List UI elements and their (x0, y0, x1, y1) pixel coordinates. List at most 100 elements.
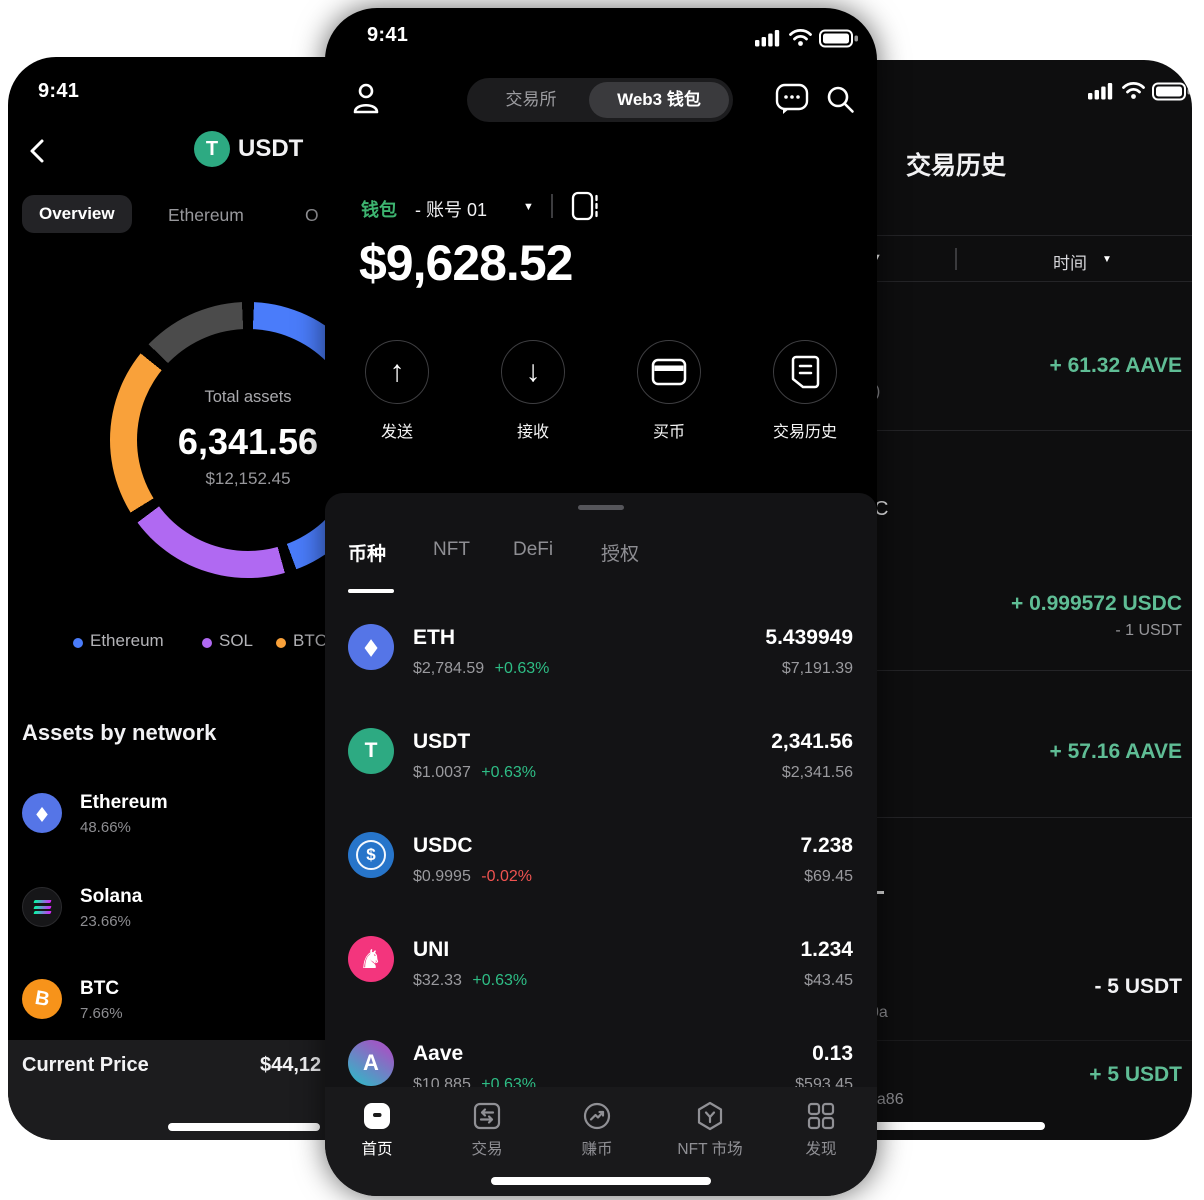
time-filter[interactable]: 时间 (1053, 254, 1087, 273)
chart-center-usd: $12,152.45 (205, 469, 291, 488)
home-indicator[interactable] (168, 1123, 320, 1131)
home-icon (364, 1103, 390, 1129)
segment-exchange[interactable]: 交易所 (505, 90, 557, 109)
tab-coins[interactable]: 币种 (348, 544, 387, 565)
chevron-down-icon[interactable]: ▼ (523, 201, 534, 213)
token-row-aave[interactable]: A Aave $10,885 +0.63% 0.13 $593.45 (325, 1024, 877, 1087)
usdc-icon: $ (348, 832, 394, 878)
token-row-uni[interactable]: ♞ UNI $32.33 +0.63% 1.234 $43.45 (325, 920, 877, 1024)
tab-defi[interactable]: DeFi (513, 539, 554, 560)
network-pct: 7.66% (80, 1005, 123, 1022)
search-button[interactable] (825, 84, 855, 114)
token-row-eth[interactable]: ◆ ETH $2,784.59 +0.63% 5.439949 $7,191.3… (325, 608, 877, 712)
ethereum-network-icon: ◆ (22, 793, 62, 833)
page-title-token: USDT (238, 135, 304, 162)
token-change: +0.63% (494, 660, 550, 677)
network-row-btc[interactable]: B BTC 7.66% (8, 977, 478, 1041)
profile-button[interactable] (351, 82, 381, 116)
tab-overview[interactable]: Overview (22, 195, 132, 233)
nav-label: 首页 (361, 1141, 393, 1158)
nav-label: 发现 (805, 1141, 837, 1158)
network-row-solana[interactable]: Solana 23.66% (8, 885, 478, 949)
btc-b-glyph: B (33, 986, 52, 1011)
grid-icon (807, 1102, 835, 1130)
usdt-icon: T (348, 728, 394, 774)
segmented-control: 交易所 Web3 钱包 (467, 78, 733, 122)
back-chevron-icon (30, 139, 44, 163)
section-title-assets-by-network: Assets by network (22, 720, 217, 745)
chart-center-label: Total assets (204, 388, 292, 406)
token-value: $43.45 (804, 972, 853, 989)
token-price: $10,885 (413, 1076, 471, 1087)
uni-icon: ♞ (348, 936, 394, 982)
arrow-up-icon: ↑ (389, 355, 405, 388)
action-label: 发送 (380, 424, 413, 441)
send-button[interactable]: ↑ 发送 (337, 340, 457, 442)
tx-amount[interactable]: + 57.16 AAVE (1049, 740, 1183, 763)
network-name: BTC (80, 978, 120, 999)
token-row-usdt[interactable]: T USDT $1.0037 +0.63% 2,341.56 $2,341.56 (325, 712, 877, 816)
legend-label-ethereum: Ethereum (90, 631, 164, 650)
network-name: Solana (80, 886, 143, 907)
search-icon (827, 86, 854, 113)
wifi-icon (789, 28, 812, 46)
unicorn-glyph: ♞ (359, 943, 383, 974)
segment-web3-wallet[interactable]: Web3 钱包 (589, 82, 729, 118)
document-icon (791, 355, 820, 389)
arrow-down-icon: ↓ (525, 355, 541, 388)
chat-button[interactable] (775, 82, 809, 116)
receive-button[interactable]: ↓ 接收 (473, 340, 593, 442)
token-value: $69.45 (804, 868, 853, 885)
nav-trade[interactable]: 交易 (432, 1101, 542, 1159)
nav-discover[interactable]: 发现 (766, 1101, 876, 1159)
tether-glyph: T (205, 137, 219, 160)
divider (700, 235, 1192, 236)
nav-earn[interactable]: 赚币 (542, 1101, 652, 1159)
token-price: $2,784.59 (413, 660, 485, 677)
token-amount: 0.13 (812, 1042, 853, 1065)
network-row-ethereum[interactable]: ◆ Ethereum 48.66% (8, 791, 478, 855)
home-indicator[interactable] (845, 1122, 1045, 1130)
token-price: $1.0037 (413, 764, 471, 781)
token-change: +0.63% (481, 1076, 537, 1087)
btc-network-icon: B (22, 979, 62, 1019)
tx-sub-amount: - 1 USDT (1115, 622, 1182, 639)
scan-button[interactable] (571, 190, 601, 222)
token-change: +0.63% (472, 972, 528, 989)
tx-amount[interactable]: + 61.32 AAVE (1049, 354, 1183, 377)
tab-ethereum[interactable]: Ethereum (168, 205, 244, 225)
divider (700, 281, 1192, 282)
history-button[interactable]: 交易历史 (745, 340, 865, 442)
back-button[interactable] (26, 137, 50, 165)
bottom-nav: 首页 交易 赚币 (325, 1087, 877, 1196)
status-time: 9:41 (367, 24, 409, 46)
token-price: $0.9995 (413, 868, 471, 885)
token-amount: 5.439949 (765, 626, 853, 649)
tab-approvals[interactable]: 授权 (601, 544, 640, 565)
tab-cutoff[interactable]: O (305, 205, 319, 225)
current-price-value: $44,12 (260, 1054, 322, 1076)
total-balance: $9,628.52 (359, 235, 573, 291)
home-indicator[interactable] (491, 1177, 711, 1185)
nav-home[interactable]: 首页 (322, 1101, 432, 1159)
legend-dot-btc (276, 638, 286, 648)
battery-icon (819, 29, 858, 48)
tx-amount[interactable]: + 5 USDT (1089, 1063, 1182, 1086)
legend-dot-sol (202, 638, 212, 648)
tx-text-fragment: C (874, 498, 889, 520)
chevron-down-icon[interactable]: ▼ (1102, 254, 1112, 265)
buy-crypto-button[interactable]: 买币 (609, 340, 729, 442)
tx-amount[interactable]: - 5 USDT (1094, 975, 1182, 998)
tab-nft[interactable]: NFT (433, 539, 470, 560)
action-label: 交易历史 (772, 424, 837, 441)
wifi-icon (1122, 81, 1145, 99)
tx-amount[interactable]: + 0.999572 USDC (1010, 592, 1182, 615)
phone-center: 9:41 交易所 Web3 钱包 (325, 8, 877, 1196)
legend-label-sol: SOL (219, 631, 254, 650)
legend-dot-ethereum (73, 638, 83, 648)
token-row-usdc[interactable]: $ USDC $0.9995 -0.02% 7.238 $69.45 (325, 816, 877, 920)
drag-handle[interactable] (578, 505, 624, 510)
nav-nft-market[interactable]: NFT 市场 (655, 1101, 765, 1159)
tx-text-fragment: ) (875, 383, 881, 400)
account-selector[interactable]: - 账号 01 (415, 200, 488, 220)
